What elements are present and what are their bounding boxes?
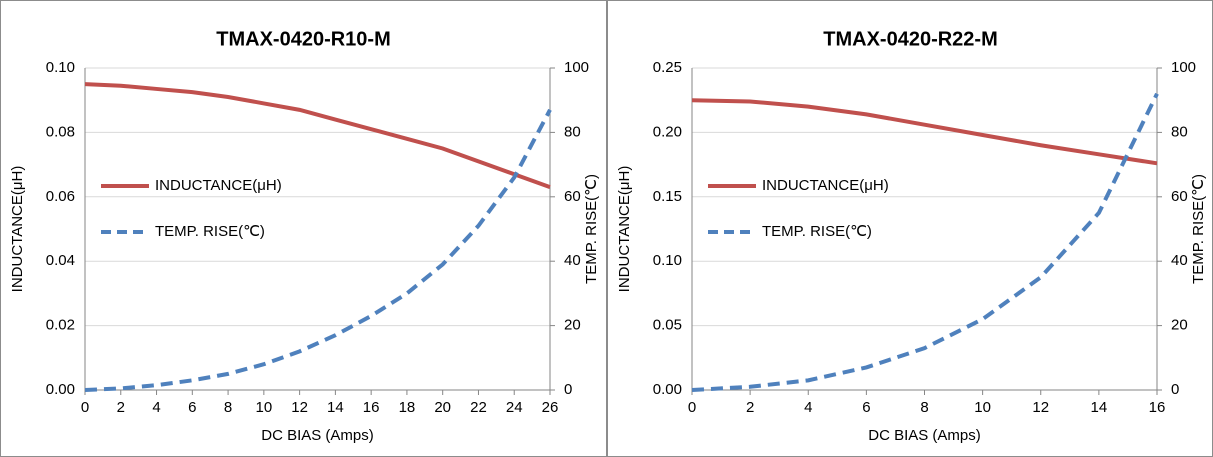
y-tick-label: 0.02 — [46, 317, 75, 334]
y-tick-label: 0.15 — [653, 188, 682, 205]
x-tick-label: 14 — [1091, 399, 1108, 416]
x-tick-label: 6 — [862, 399, 870, 416]
x-tick-label: 0 — [688, 399, 696, 416]
y-tick-label: 0.05 — [653, 317, 682, 334]
y-tick-label: 0.25 — [653, 59, 682, 76]
y-tick-label: 0.04 — [46, 252, 75, 269]
y2-axis-title: TEMP. RISE(℃) — [1190, 174, 1207, 284]
x-tick-label: 4 — [804, 399, 812, 416]
y2-tick-label: 80 — [1171, 123, 1188, 140]
y2-tick-label: 0 — [1171, 381, 1179, 398]
y-tick-label: 0.00 — [653, 381, 682, 398]
y2-tick-label: 0 — [564, 381, 572, 398]
data-line — [691, 98, 1158, 166]
y-tick-label: 0.08 — [46, 123, 75, 140]
x-tick-label: 26 — [542, 399, 559, 416]
legend-label: TEMP. RISE(℃) — [155, 223, 265, 240]
x-tick-label: 10 — [974, 399, 991, 416]
x-tick-label: 16 — [363, 399, 380, 416]
data-line — [84, 82, 551, 190]
panel-frame — [607, 0, 1213, 457]
chart-title: TMAX-0420-R10-M — [216, 28, 390, 50]
x-tick-label: 14 — [327, 399, 344, 416]
y-axis-title: INDUCTANCE(μH) — [9, 166, 26, 293]
x-axis-title: DC BIAS (Amps) — [261, 427, 374, 444]
x-tick-label: 2 — [746, 399, 754, 416]
x-tick-label: 4 — [152, 399, 160, 416]
x-tick-label: 8 — [224, 399, 232, 416]
y2-tick-label: 60 — [1171, 188, 1188, 205]
x-tick-label: 24 — [506, 399, 523, 416]
x-tick-label: 10 — [256, 399, 273, 416]
y2-tick-label: 20 — [564, 317, 581, 334]
data-line — [691, 92, 1159, 392]
y2-tick-label: 40 — [564, 252, 581, 269]
data-line — [84, 108, 552, 392]
y2-axis-title: TEMP. RISE(℃) — [583, 174, 600, 284]
y2-tick-label: 100 — [564, 59, 589, 76]
x-axis-title: DC BIAS (Amps) — [868, 427, 981, 444]
y-axis-title: INDUCTANCE(μH) — [616, 166, 633, 293]
x-tick-label: 12 — [291, 399, 308, 416]
y2-tick-label: 60 — [564, 188, 581, 205]
y-tick-label: 0.20 — [653, 123, 682, 140]
x-tick-label: 2 — [117, 399, 125, 416]
y-tick-label: 0.06 — [46, 188, 75, 205]
x-tick-label: 8 — [920, 399, 928, 416]
y-tick-label: 0.10 — [653, 252, 682, 269]
legend-label: TEMP. RISE(℃) — [762, 223, 872, 240]
chart-title: TMAX-0420-R22-M — [823, 28, 997, 50]
x-tick-label: 0 — [81, 399, 89, 416]
x-tick-label: 12 — [1032, 399, 1049, 416]
y-tick-label: 0.10 — [46, 59, 75, 76]
y2-tick-label: 20 — [1171, 317, 1188, 334]
x-tick-label: 16 — [1149, 399, 1166, 416]
legend-label: INDUCTANCE(μH) — [762, 177, 889, 194]
x-tick-label: 6 — [188, 399, 196, 416]
x-tick-label: 18 — [399, 399, 416, 416]
panel-frame — [0, 0, 607, 457]
legend-label: INDUCTANCE(μH) — [155, 177, 282, 194]
x-tick-label: 20 — [434, 399, 451, 416]
y-tick-label: 0.00 — [46, 381, 75, 398]
x-tick-label: 22 — [470, 399, 487, 416]
y2-tick-label: 40 — [1171, 252, 1188, 269]
y2-tick-label: 80 — [564, 123, 581, 140]
y2-tick-label: 100 — [1171, 59, 1196, 76]
